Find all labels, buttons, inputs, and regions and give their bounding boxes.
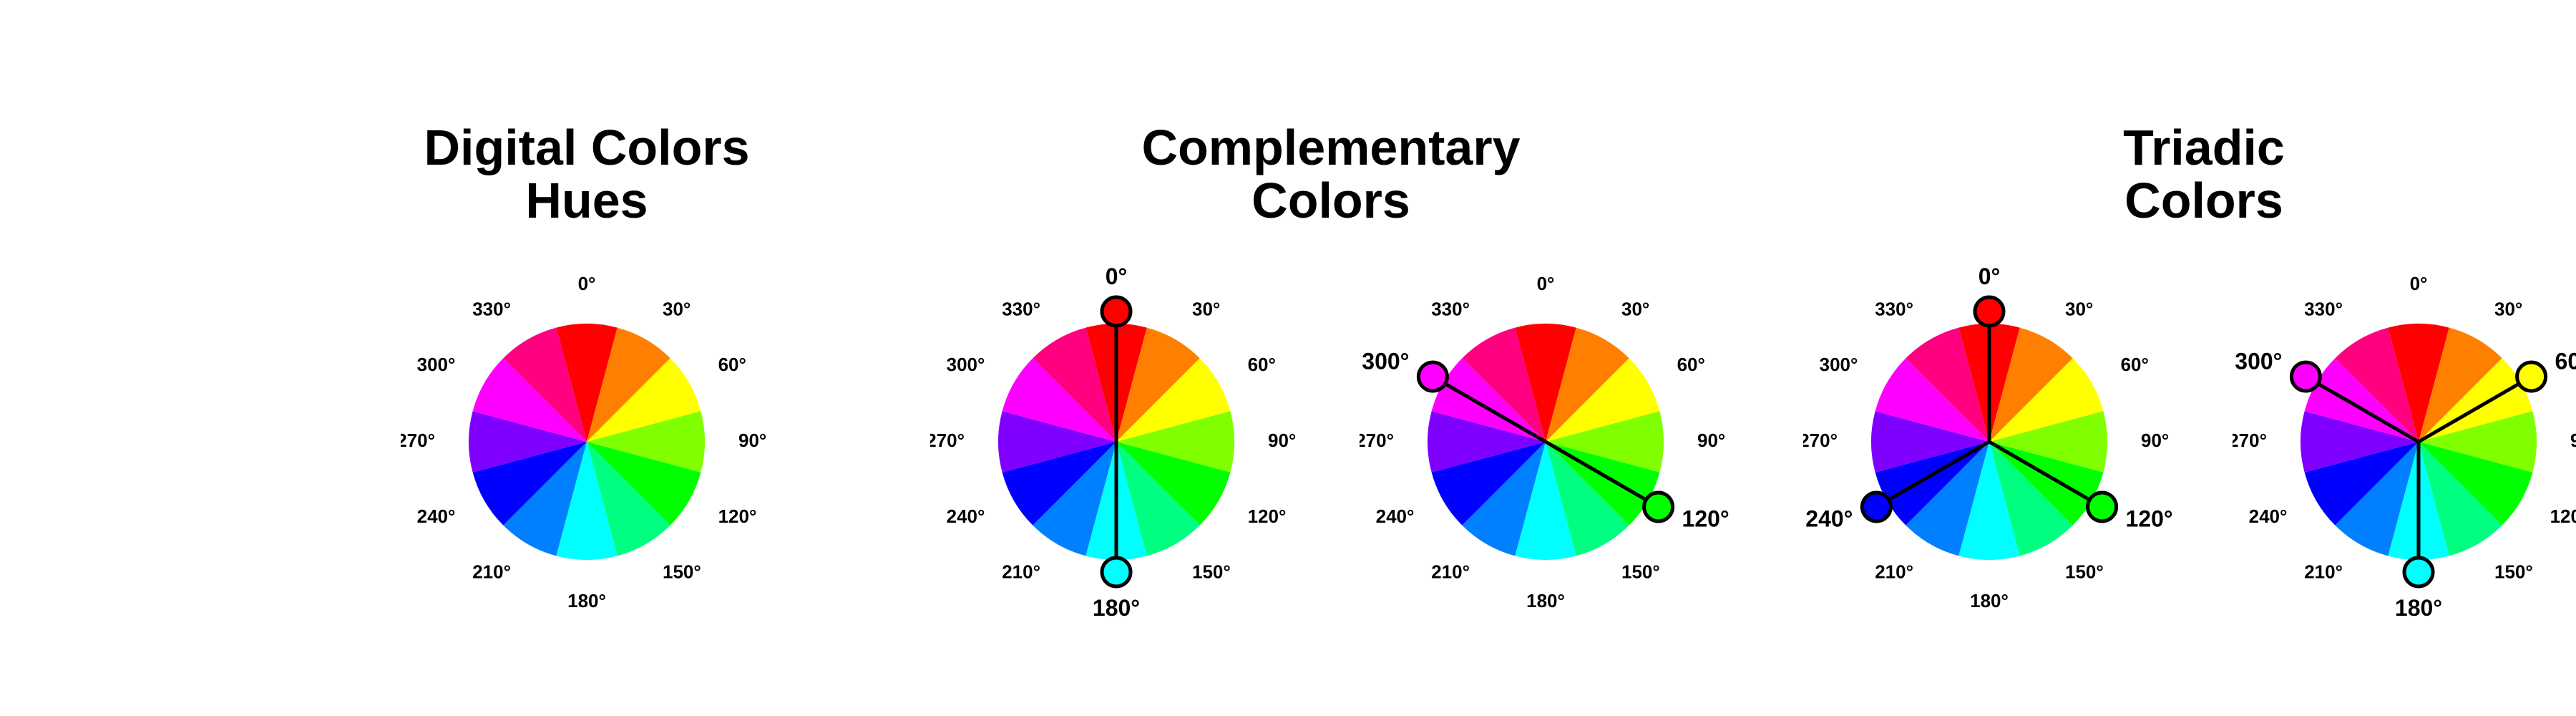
hue-tick-label: 270°: [1360, 430, 1394, 451]
hue-tick-label: 60°: [2121, 354, 2149, 375]
hue-tick-label: 90°: [1268, 430, 1296, 451]
hue-tick-label: 150°: [2065, 561, 2104, 582]
hue-tick-label: 240°: [947, 505, 985, 527]
hue-tick-label: 300°: [1820, 354, 1858, 375]
hue-tick-label: 30°: [663, 298, 691, 319]
marker-dot: [2291, 362, 2320, 391]
hue-tick-label: 210°: [1431, 561, 1470, 582]
marker-dot: [1102, 297, 1131, 326]
hue-tick-label: 90°: [738, 430, 766, 451]
hue-tick-label: 330°: [1875, 298, 1913, 319]
group-title: Complementary Colors: [916, 122, 1746, 227]
hue-tick-label: 150°: [2494, 561, 2533, 582]
hue-tick-label: 330°: [472, 298, 511, 319]
marker-label: 60°: [2555, 348, 2576, 374]
marker-dot: [2404, 558, 2433, 586]
hue-tick-label: 0°: [2410, 273, 2428, 294]
marker-label: 240°: [1805, 505, 1853, 531]
hue-tick-label: 210°: [472, 561, 511, 582]
hue-tick-label: 30°: [2065, 298, 2093, 319]
color-wheel: 30° 60° 90° 150° 180° 210° 270° 300° 330° 0° 120° 2…: [1803, 256, 2175, 628]
hue-tick-label: 270°: [2233, 430, 2267, 451]
color-wheel: 0° 30° 60° 90° 150° 180° 210° 240° 270° 330° 300° 1…: [1360, 256, 1732, 628]
wheels-row: 30° 60° 90° 150° 180° 210° 270° 300° 330° 0° 120° 2…: [1789, 256, 2576, 628]
hue-tick-label: 0°: [1537, 273, 1555, 294]
marker-dot: [1975, 297, 2004, 326]
marker-dot: [1644, 493, 1673, 521]
marker-label: 300°: [1362, 348, 1409, 374]
hue-tick-label: 330°: [1431, 298, 1470, 319]
marker-dot: [1418, 362, 1447, 391]
hue-tick-label: 150°: [663, 561, 701, 582]
marker-label: 180°: [2395, 595, 2442, 621]
hue-tick-label: 300°: [947, 354, 985, 375]
color-wheel: 0° 30° 60° 90° 120° 150° 180° 210° 240° 270° 300° 3…: [401, 256, 773, 628]
marker-label: 300°: [2235, 348, 2282, 374]
hue-tick-label: 180°: [1970, 590, 2009, 611]
hue-tick-label: 30°: [1192, 298, 1220, 319]
hue-tick-label: 270°: [401, 430, 435, 451]
marker-dot: [2517, 362, 2546, 391]
group-triadic: Triadic Colors30°60°90°150°180°210°270°3…: [1789, 122, 2576, 628]
hue-tick-label: 60°: [718, 354, 746, 375]
stage: Digital Colors Hues 0° 30° 60° 90° 120° 150° 18…: [0, 0, 2576, 716]
marker-label: 180°: [1093, 595, 1140, 621]
hue-tick-label: 300°: [417, 354, 456, 375]
marker-dot: [1862, 493, 1890, 521]
hue-tick-label: 330°: [1002, 298, 1040, 319]
hue-tick-label: 30°: [2494, 298, 2522, 319]
marker-label: 120°: [1682, 505, 1729, 531]
hue-tick-label: 0°: [578, 273, 596, 294]
hue-tick-label: 210°: [1002, 561, 1040, 582]
hue-tick-label: 60°: [1677, 354, 1705, 375]
hue-tick-label: 240°: [2249, 505, 2288, 527]
wheels-row: 30° 60° 90° 120° 150° 210° 240° 270° 300° 330° 0° 1…: [916, 256, 1746, 628]
hue-tick-label: 120°: [718, 505, 757, 527]
hue-tick-label: 240°: [1376, 505, 1415, 527]
hue-tick-label: 150°: [1192, 561, 1231, 582]
hue-tick-label: 240°: [417, 505, 456, 527]
hue-tick-label: 90°: [1697, 430, 1725, 451]
hue-tick-label: 180°: [567, 590, 606, 611]
group-title: Digital Colors Hues: [315, 122, 859, 227]
hue-tick-label: 90°: [2570, 430, 2576, 451]
hue-tick-label: 270°: [930, 430, 965, 451]
marker-dot: [2088, 493, 2117, 521]
hue-tick-label: 210°: [1875, 561, 1913, 582]
group-complementary: Complementary Colors 30° 60° 90° 120° 150° 210…: [916, 122, 1746, 628]
marker-label: 0°: [1106, 263, 1128, 289]
hue-tick-label: 210°: [2304, 561, 2343, 582]
marker-label: 0°: [1979, 263, 2001, 289]
hue-tick-label: 90°: [2141, 430, 2169, 451]
wheels-row: 0° 30° 60° 90° 120° 150° 180° 210° 240° 270° 300° 3…: [315, 256, 859, 628]
hue-tick-label: 120°: [1248, 505, 1287, 527]
group-title: Triadic Colors: [1789, 122, 2576, 227]
marker-dot: [1102, 558, 1131, 586]
group-digital: Digital Colors Hues 0° 30° 60° 90° 120° 150° 18…: [315, 122, 859, 628]
color-wheel: 30° 60° 90° 120° 150° 210° 240° 270° 300° 330° 0° 1…: [930, 256, 1302, 628]
hue-tick-label: 60°: [1248, 354, 1276, 375]
hue-tick-label: 30°: [1621, 298, 1649, 319]
hue-tick-label: 150°: [1621, 561, 1660, 582]
color-wheel: 0° 30° 90° 120° 150° 210° 240° 270° 330° 60° 180° 3…: [2233, 256, 2576, 628]
hue-tick-label: 330°: [2304, 298, 2343, 319]
marker-label: 120°: [2126, 505, 2173, 531]
hue-tick-label: 180°: [1526, 590, 1565, 611]
hue-tick-label: 270°: [1803, 430, 1838, 451]
hue-tick-label: 120°: [2550, 505, 2576, 527]
